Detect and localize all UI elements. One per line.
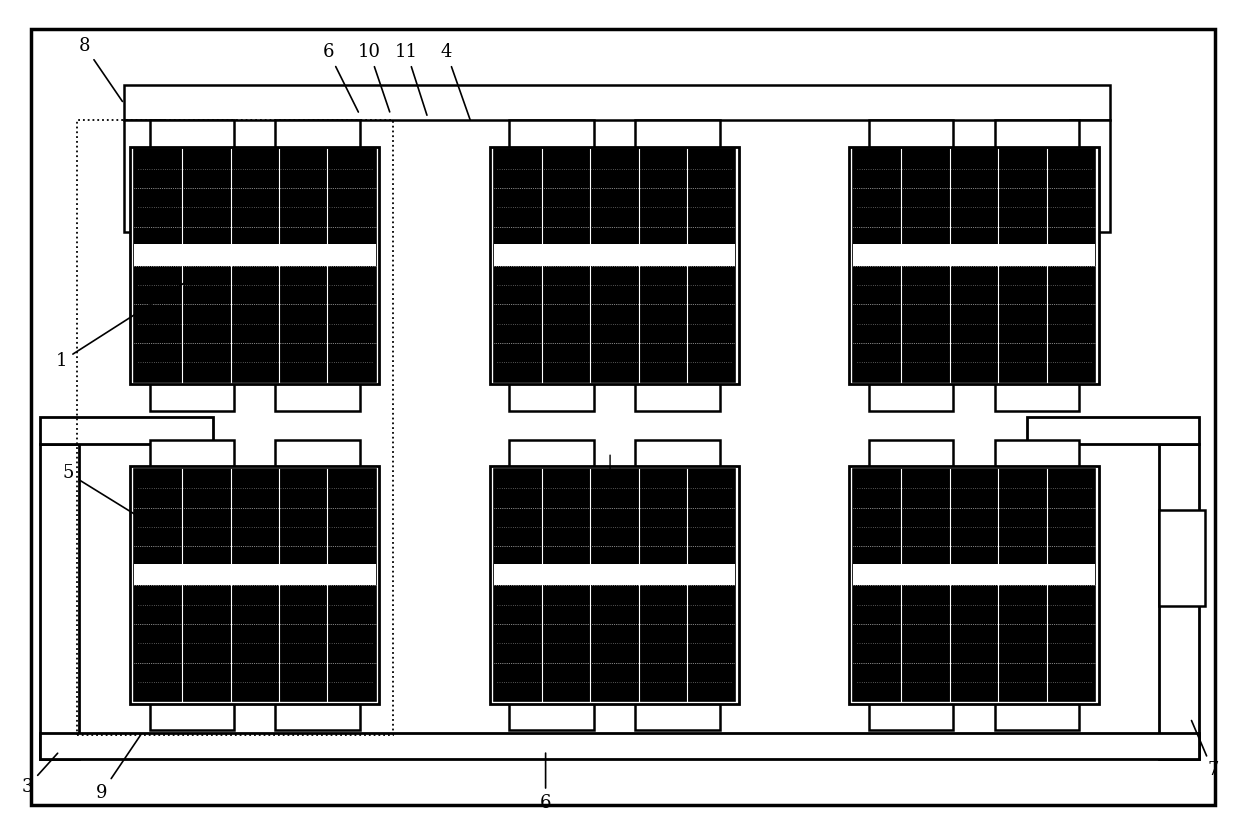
Bar: [510, 382, 594, 411]
Bar: [869, 120, 954, 149]
Bar: [40, 417, 213, 444]
Text: 3: 3: [21, 753, 57, 796]
Bar: [1027, 417, 1199, 444]
Bar: [150, 440, 234, 469]
Text: 5: 5: [62, 464, 146, 521]
Bar: [150, 382, 234, 411]
Bar: [490, 147, 739, 384]
Bar: [635, 440, 719, 469]
Bar: [124, 85, 1110, 120]
Bar: [124, 120, 164, 232]
Bar: [635, 701, 719, 730]
Text: 11: 11: [396, 43, 427, 115]
Text: 10: 10: [358, 43, 389, 112]
Bar: [510, 120, 594, 149]
Bar: [275, 701, 360, 730]
Bar: [635, 382, 719, 411]
Bar: [869, 701, 954, 730]
Bar: [275, 440, 360, 469]
Bar: [130, 466, 379, 704]
Bar: [275, 382, 360, 411]
Bar: [853, 469, 1095, 701]
Bar: [275, 120, 360, 149]
Bar: [994, 382, 1079, 411]
Bar: [994, 701, 1079, 730]
Text: 6: 6: [539, 753, 552, 812]
Bar: [1159, 510, 1205, 606]
Bar: [494, 244, 735, 266]
Text: 7: 7: [1192, 720, 1219, 779]
Text: 6: 6: [322, 43, 358, 112]
Bar: [635, 120, 719, 149]
Bar: [150, 701, 234, 730]
Bar: [869, 440, 954, 469]
Bar: [134, 244, 376, 266]
Bar: [849, 466, 1099, 704]
Bar: [134, 149, 376, 382]
Bar: [40, 444, 79, 759]
Bar: [134, 564, 376, 585]
Bar: [510, 440, 594, 469]
Bar: [1070, 120, 1110, 232]
Bar: [853, 244, 1095, 266]
Bar: [994, 120, 1079, 149]
Bar: [40, 733, 1199, 759]
Bar: [853, 149, 1095, 382]
Text: 9: 9: [95, 735, 141, 802]
Bar: [1159, 444, 1199, 759]
Bar: [134, 469, 376, 701]
Bar: [494, 469, 735, 701]
Bar: [77, 120, 393, 735]
Bar: [994, 440, 1079, 469]
Bar: [130, 147, 379, 384]
Bar: [510, 701, 594, 730]
Bar: [494, 564, 735, 585]
Bar: [849, 147, 1099, 384]
Bar: [490, 466, 739, 704]
Text: 1: 1: [56, 276, 196, 370]
Text: 4: 4: [440, 43, 470, 120]
Bar: [869, 382, 954, 411]
Bar: [150, 120, 234, 149]
Text: 8: 8: [78, 37, 123, 101]
Bar: [853, 564, 1095, 585]
Bar: [494, 149, 735, 382]
